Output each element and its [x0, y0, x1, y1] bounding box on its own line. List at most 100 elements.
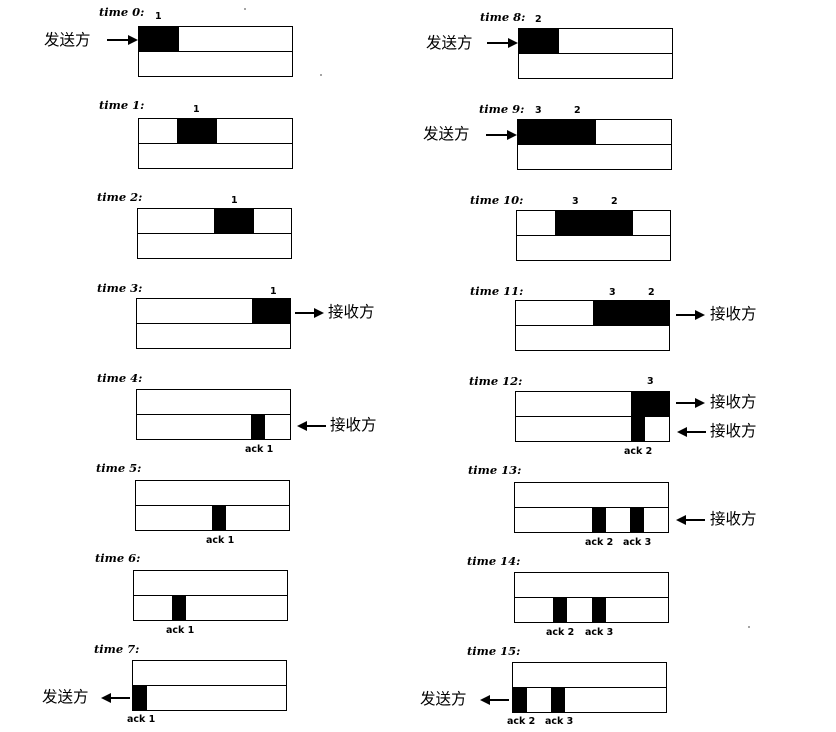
segment-label: 3	[647, 376, 654, 387]
channel-divider	[134, 595, 287, 596]
channel-divider	[139, 51, 292, 52]
channel-divider	[137, 323, 290, 324]
time-label: time 15:	[467, 644, 521, 658]
data-segment	[519, 29, 559, 53]
ack-segment	[592, 508, 606, 532]
channel-divider	[517, 235, 670, 236]
segment-label: 2	[648, 287, 655, 298]
time-label: time 2:	[97, 190, 143, 204]
channel-divider	[515, 507, 668, 508]
sender-label: 发送方	[423, 125, 470, 143]
channel-box	[138, 118, 293, 169]
segment-label: 3	[535, 105, 542, 116]
time-label: time 1:	[99, 98, 145, 112]
ack-segment	[592, 598, 606, 622]
channel-box	[133, 570, 288, 621]
right-arrow-icon	[487, 38, 518, 48]
channel-divider	[513, 687, 666, 688]
right-arrow-icon	[676, 310, 705, 320]
left-arrow-icon	[101, 693, 130, 703]
left-arrow-icon	[677, 427, 706, 437]
time-label: time 14:	[467, 554, 521, 568]
data-segment	[593, 301, 669, 325]
ack-label: ack 2	[546, 627, 575, 638]
ack-segment	[212, 506, 226, 530]
channel-divider	[519, 53, 672, 54]
data-segment	[252, 299, 290, 323]
segment-label: 3	[609, 287, 616, 298]
ack-label: ack 1	[166, 625, 195, 636]
ack-segment	[630, 508, 644, 532]
left-arrow-icon	[676, 515, 705, 525]
channel-divider	[137, 414, 290, 415]
channel-divider	[516, 325, 669, 326]
ack-segment	[551, 688, 565, 712]
channel-divider	[139, 143, 292, 144]
ack-label: ack 3	[545, 716, 574, 727]
ack-label: ack 2	[507, 716, 536, 727]
channel-divider	[515, 597, 668, 598]
time-label: time 13:	[468, 463, 522, 477]
right-arrow-icon	[676, 398, 705, 408]
segment-label: 2	[611, 196, 618, 207]
data-segment	[177, 119, 217, 143]
ack-label: ack 2	[624, 446, 653, 457]
sender-label: 发送方	[44, 31, 91, 49]
receiver-label: 接收方	[710, 393, 757, 411]
ack-label: ack 2	[585, 537, 614, 548]
segment-label: 1	[231, 195, 238, 206]
time-label: time 10:	[470, 193, 524, 207]
ack-label: ack 3	[623, 537, 652, 548]
ack-label: ack 1	[245, 444, 274, 455]
segment-label: 1	[270, 286, 277, 297]
scan-speck	[320, 74, 322, 76]
channel-divider	[518, 144, 671, 145]
channel-box	[515, 391, 670, 442]
right-arrow-icon	[295, 308, 324, 318]
segment-label: 3	[572, 196, 579, 207]
channel-box	[136, 298, 291, 349]
sender-label: 发送方	[42, 688, 89, 706]
time-label: time 9:	[479, 102, 525, 116]
receiver-label: 接收方	[710, 422, 757, 440]
ack-segment	[133, 686, 147, 710]
segment-label: 2	[535, 14, 542, 25]
channel-box	[132, 660, 287, 711]
receiver-label: 接收方	[710, 510, 757, 528]
channel-box	[515, 300, 670, 351]
channel-box	[137, 208, 292, 259]
left-arrow-icon	[480, 695, 509, 705]
time-label: time 3:	[97, 281, 143, 295]
ack-segment	[631, 417, 645, 441]
sender-label: 发送方	[426, 34, 473, 52]
channel-divider	[138, 233, 291, 234]
time-label: time 4:	[97, 371, 143, 385]
data-segment	[555, 211, 633, 235]
channel-divider	[516, 416, 669, 417]
channel-box	[514, 482, 669, 533]
channel-box	[516, 210, 671, 261]
ack-label: ack 3	[585, 627, 614, 638]
channel-divider	[133, 685, 286, 686]
scan-speck	[244, 8, 246, 10]
sender-label: 发送方	[420, 690, 467, 708]
ack-segment	[251, 415, 265, 439]
data-segment	[631, 392, 669, 416]
data-segment	[518, 120, 596, 144]
time-label: time 6:	[95, 551, 141, 565]
time-label: time 0:	[99, 5, 145, 19]
time-label: time 8:	[480, 10, 526, 24]
data-segment	[214, 209, 254, 233]
channel-box	[136, 389, 291, 440]
ack-label: ack 1	[127, 714, 156, 725]
ack-segment	[553, 598, 567, 622]
right-arrow-icon	[486, 130, 517, 140]
ack-label: ack 1	[206, 535, 235, 546]
data-segment	[139, 27, 179, 51]
channel-box	[512, 662, 667, 713]
left-arrow-icon	[297, 421, 326, 431]
channel-divider	[136, 505, 289, 506]
scan-speck	[748, 626, 750, 628]
time-label: time 12:	[469, 374, 523, 388]
channel-box	[514, 572, 669, 623]
